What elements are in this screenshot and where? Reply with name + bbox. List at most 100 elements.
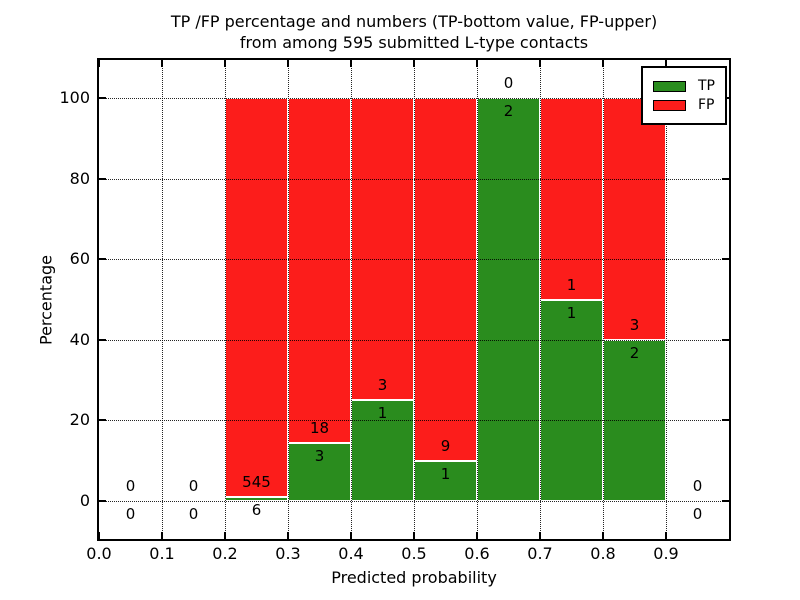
- y-tick-label: 0: [79, 491, 90, 510]
- legend: TP FP: [641, 66, 727, 125]
- y-tick-mark-right: [722, 258, 729, 261]
- y-tick-label: 40: [69, 329, 90, 349]
- x-tick-mark: [602, 532, 604, 539]
- tp-count-label: 0: [125, 505, 136, 523]
- y-tick-mark: [99, 338, 106, 341]
- fp-bar-segment: [225, 98, 288, 497]
- y-tick-label: 60: [69, 249, 90, 269]
- tp-count-label: 0: [188, 505, 199, 523]
- x-tick-mark-top: [476, 60, 478, 67]
- x-tick-mark: [665, 532, 667, 539]
- tp-count-label: 2: [629, 343, 640, 362]
- gridline-horizontal: [99, 339, 729, 341]
- gridline-horizontal: [99, 259, 729, 261]
- tp-count-label: 1: [377, 404, 388, 423]
- gridline-vertical: [351, 60, 352, 539]
- fp-legend-swatch: [653, 99, 686, 111]
- gridline-horizontal: [99, 98, 729, 99]
- tp-legend-label: TP: [698, 78, 715, 94]
- fp-count-label: 0: [188, 477, 199, 495]
- x-tick-mark: [161, 532, 163, 539]
- x-tick-mark-top: [602, 60, 604, 67]
- fp-count-label: 0: [503, 74, 514, 92]
- gridline-vertical: [666, 60, 667, 539]
- tp-bar-segment: [414, 460, 477, 501]
- gridline-vertical: [477, 60, 478, 539]
- legend-entry-tp: TP: [653, 78, 715, 94]
- tp-bar-segment: [288, 443, 351, 501]
- x-tick-mark-top: [98, 60, 100, 67]
- y-tick-mark: [99, 419, 106, 422]
- tp-count-label: 1: [566, 303, 577, 322]
- y-tick-mark: [99, 500, 106, 502]
- tp-count-label: 1: [440, 464, 451, 483]
- gridline-horizontal: [99, 420, 729, 422]
- gridline-vertical: [225, 60, 226, 539]
- x-tick-label: 0.5: [401, 544, 427, 563]
- chart-title: TP /FP percentage and numbers (TP-bottom…: [99, 11, 729, 53]
- fp-count-label: 18: [309, 419, 330, 438]
- x-tick-mark: [350, 532, 352, 539]
- y-tick-mark: [99, 97, 106, 99]
- y-tick-label: 20: [69, 410, 90, 430]
- gridline-vertical: [414, 60, 415, 539]
- fp-bar-segment: [414, 98, 477, 461]
- x-tick-label: 0.4: [338, 544, 364, 563]
- y-tick-label: 100: [59, 88, 90, 107]
- tp-bar-segment: [540, 299, 603, 501]
- x-tick-mark: [413, 532, 415, 539]
- fp-bar-segment: [540, 98, 603, 300]
- fp-count-label: 545: [242, 472, 271, 491]
- x-tick-mark-top: [287, 60, 289, 67]
- x-tick-mark-top: [539, 60, 541, 67]
- x-tick-label: 0.2: [212, 544, 238, 563]
- y-tick-mark-right: [722, 500, 729, 502]
- gridline-vertical: [603, 60, 604, 539]
- plot-area: TP FP 0 0 0 0 545 6 18 3 3 1 9 1 0 2 1 1 3 2 0 0: [97, 58, 731, 541]
- x-axis-label: Predicted probability: [331, 568, 497, 587]
- x-tick-label: 0.1: [149, 544, 175, 563]
- x-tick-label: 0.7: [527, 544, 553, 563]
- gridline-vertical: [162, 60, 163, 539]
- y-tick-mark: [99, 258, 106, 261]
- x-tick-mark-top: [413, 60, 415, 67]
- fp-bar-segment: [351, 98, 414, 401]
- fp-count-label: 0: [125, 477, 136, 495]
- x-tick-mark: [539, 532, 541, 539]
- fp-count-label: 1: [566, 275, 577, 294]
- x-tick-label: 0.0: [86, 544, 112, 563]
- y-tick-mark-right: [722, 177, 729, 180]
- x-tick-label: 0.6: [464, 544, 490, 563]
- tp-bar-segment: [351, 400, 414, 501]
- y-tick-mark: [99, 177, 106, 180]
- legend-entry-fp: FP: [653, 97, 715, 113]
- x-tick-mark: [287, 532, 289, 539]
- x-tick-label: 0.9: [653, 544, 679, 563]
- chart-title-line1: TP /FP percentage and numbers (TP-bottom…: [170, 12, 658, 31]
- y-tick-mark-right: [722, 419, 729, 422]
- gridline-horizontal: [99, 501, 729, 502]
- x-tick-mark-top: [161, 60, 163, 67]
- fp-count-label: 3: [629, 315, 640, 334]
- chart-title-line2: from among 595 submitted L-type contacts: [239, 33, 589, 52]
- x-tick-label: 0.8: [590, 544, 616, 563]
- fp-bar-segment: [288, 98, 351, 444]
- fp-count-label: 3: [377, 376, 388, 395]
- fp-legend-label: FP: [698, 97, 715, 113]
- tp-bar-segment: [477, 98, 540, 501]
- gridline-vertical: [540, 60, 541, 539]
- x-tick-mark: [224, 532, 226, 539]
- tp-legend-swatch: [653, 80, 686, 92]
- gridline-horizontal: [99, 178, 729, 180]
- x-tick-mark-top: [350, 60, 352, 67]
- fp-count-label: 0: [692, 477, 703, 495]
- tp-count-label: 0: [692, 505, 703, 523]
- tp-count-label: 2: [503, 102, 514, 120]
- tp-count-label: 6: [251, 500, 262, 519]
- y-tick-mark-right: [722, 338, 729, 341]
- tp-count-label: 3: [314, 447, 325, 466]
- gridline-vertical: [288, 60, 289, 539]
- x-tick-mark-top: [224, 60, 226, 67]
- y-tick-label: 80: [69, 168, 90, 188]
